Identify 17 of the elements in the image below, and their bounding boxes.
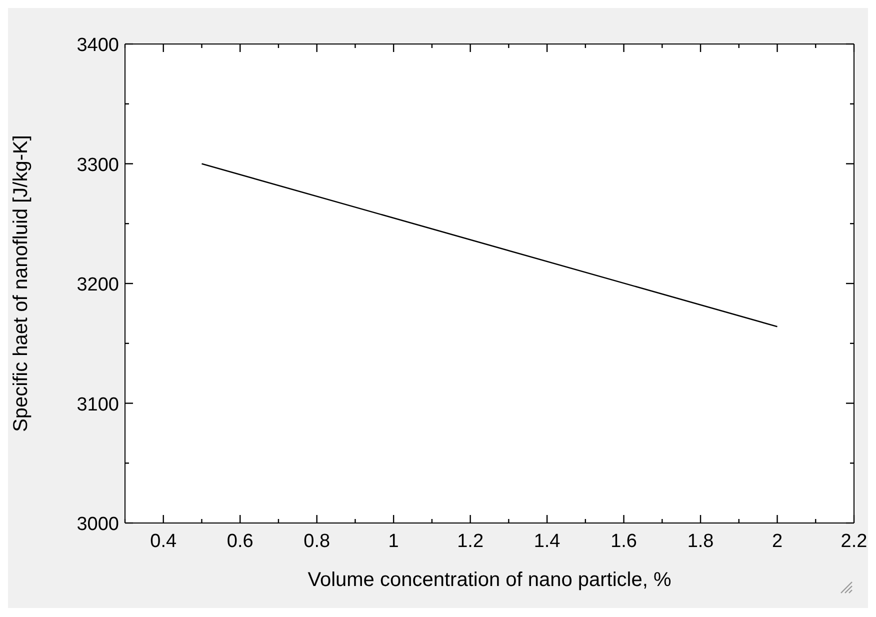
x-tick-label: 2.2 [840, 531, 868, 552]
y-tick-label: 3000 [76, 514, 119, 535]
y-axis-title: Specific haet of nanofluid [J/kg-K] [10, 135, 32, 432]
x-tick-label: 1 [388, 531, 399, 552]
x-tick-label: 0.4 [150, 531, 178, 552]
x-tick-label: 1.6 [610, 531, 637, 552]
x-tick-label: 1.4 [534, 531, 561, 552]
x-axis-title: Volume concentration of nano particle, % [308, 569, 672, 591]
y-tick-label: 3200 [76, 274, 119, 296]
x-tick-label: 1.8 [687, 531, 714, 552]
x-tick-label: 0.8 [304, 531, 330, 552]
y-tick-label: 3300 [76, 154, 119, 176]
y-tick-label: 3100 [76, 394, 119, 416]
x-tick-label: 2 [772, 531, 783, 552]
y-tick-label: 3400 [76, 35, 119, 56]
x-tick-label: 0.6 [226, 531, 254, 552]
x-tick-label: 1.2 [457, 531, 484, 552]
